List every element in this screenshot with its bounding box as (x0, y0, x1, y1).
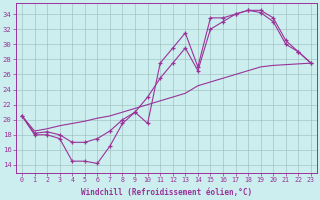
X-axis label: Windchill (Refroidissement éolien,°C): Windchill (Refroidissement éolien,°C) (81, 188, 252, 197)
